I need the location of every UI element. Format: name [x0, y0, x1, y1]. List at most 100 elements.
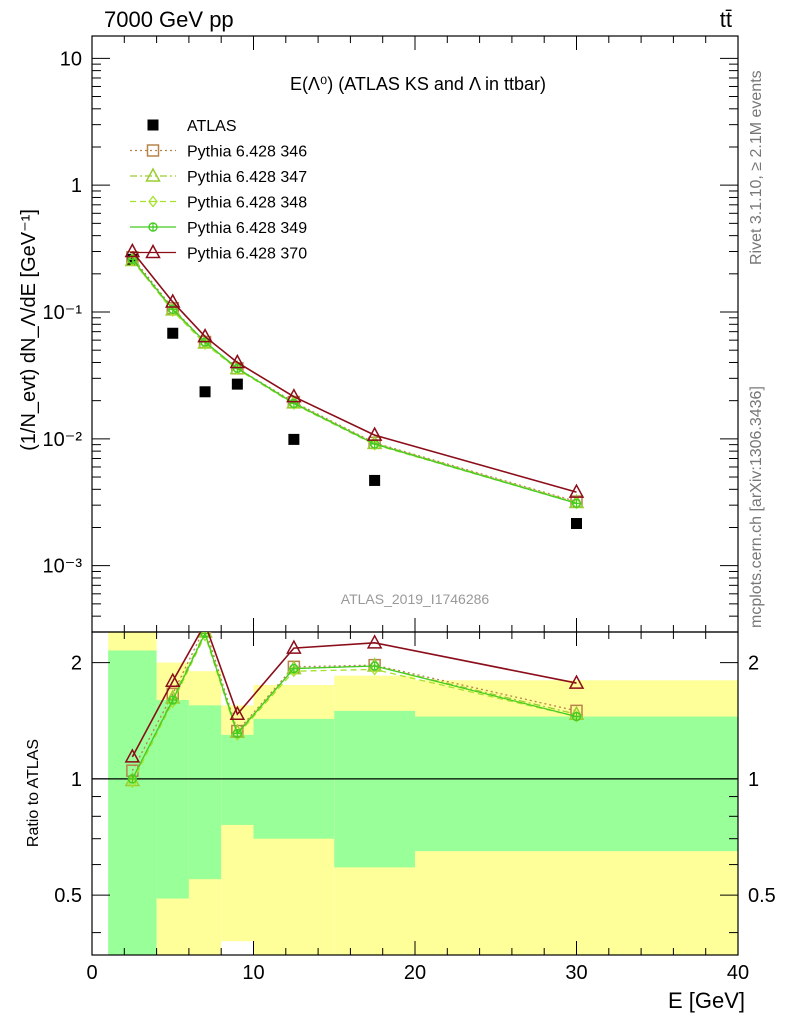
ratio-data-point — [199, 617, 212, 629]
ratio-data-point — [229, 705, 246, 720]
x-tick-label: 10 — [242, 962, 264, 984]
main-series-line — [131, 260, 577, 504]
ratio-data-point — [369, 663, 380, 676]
uncertainty-band-green — [415, 716, 738, 852]
analysis-id: ATLAS_2019_I1746286 — [341, 591, 490, 607]
ratio-data-point — [568, 674, 585, 689]
ratio-data-point — [571, 711, 582, 722]
x-tick-label: 40 — [727, 962, 749, 984]
ratio-data-point — [232, 728, 243, 739]
main-data-point — [289, 398, 299, 409]
main-data-point-shape — [164, 293, 181, 308]
main-data-point-shape — [366, 426, 383, 441]
main-data-point-shape — [571, 497, 582, 510]
ratio-data-point-shape — [369, 663, 380, 676]
main-data-point — [197, 328, 213, 343]
main-data-point — [571, 518, 582, 530]
main-series-line — [131, 258, 577, 504]
main-data-point-shape — [369, 474, 381, 486]
main-data-point-shape — [197, 328, 213, 343]
header-right: tt̄ — [720, 7, 732, 32]
ratio-data-point — [168, 695, 178, 705]
ratio-data-point — [369, 661, 380, 671]
ratio-data-point — [289, 665, 299, 678]
main-data-point-shape — [124, 242, 141, 258]
ratio-data-point — [124, 771, 141, 787]
main-data-point — [286, 388, 302, 403]
ratio-data-point-shape — [289, 665, 299, 678]
ratio-data-point — [198, 632, 212, 634]
main-data-point — [366, 426, 383, 441]
ratio-y-tick-label: 2 — [71, 653, 82, 675]
ratio-data-point-shape — [198, 632, 212, 634]
ratio-data-point-shape — [124, 771, 141, 787]
main-data-point — [231, 378, 243, 390]
main-data-point — [229, 353, 246, 369]
main-data-point-shape — [571, 518, 582, 530]
ratio-data-point-shape — [199, 617, 212, 629]
main-series-line — [131, 260, 577, 504]
rivet-label: Rivet 3.1.10, ≥ 2.1M events — [748, 70, 765, 265]
ratio-data-point — [124, 748, 141, 763]
main-data-point-shape — [288, 433, 300, 445]
legend-marker-shape — [146, 144, 160, 157]
main-data-point — [369, 439, 380, 449]
ratio-data-point — [127, 776, 138, 789]
ratio-data-point-shape — [124, 748, 141, 763]
main-data-point-shape — [231, 378, 243, 390]
y-tick-label: 10 — [60, 48, 82, 70]
main-data-point — [124, 242, 141, 258]
ratio-data-point-shape — [164, 672, 181, 687]
main-data-point — [288, 433, 300, 445]
main-data-point-shape — [167, 327, 179, 339]
ratio-data-point — [366, 634, 383, 649]
ratio-y-tick-label: 1 — [71, 769, 82, 791]
ratio-y-tick-label: 0.5 — [54, 885, 82, 907]
ratio-y-tick-label: 0.5 — [748, 885, 776, 907]
ratio-data-point-shape — [127, 776, 138, 789]
uncertainty-band-green — [156, 700, 189, 899]
legend-label: Pythia 6.428 346 — [187, 144, 307, 161]
y-tick-label: 10⁻³ — [43, 556, 83, 578]
main-data-point — [571, 497, 582, 510]
chart-marks: 0 10 20 30 40 10⁻³ 10⁻² 10⁻¹ 1 10 0.5 0.5 1 1 2 2 ATLAS P… — [43, 35, 776, 984]
y-tick-label: 1 — [71, 175, 82, 197]
mcplots-label: mcplots.cern.ch [arXiv:1306.3436] — [748, 386, 765, 628]
ratio-data-point — [127, 774, 138, 784]
x-axis-label: E [GeV] — [668, 988, 745, 1013]
ratio-series-line — [131, 632, 577, 758]
main-data-point — [571, 498, 582, 509]
ratio-data-point-shape — [229, 705, 246, 720]
main-data-point — [164, 293, 181, 308]
legend: ATLAS Pythia 6.428 346 Pythia 6.428 347 Pyt… — [130, 118, 307, 263]
legend-marker-shape — [145, 243, 161, 259]
main-data-point — [167, 327, 179, 339]
main-series-line — [131, 256, 577, 503]
y-tick-label: 10⁻¹ — [43, 302, 83, 324]
ratio-y-tick-label: 2 — [748, 653, 759, 675]
uncertainty-band-green — [221, 734, 254, 825]
main-series-line — [131, 250, 577, 493]
legend-marker — [145, 167, 161, 182]
legend-label: Pythia 6.428 347 — [187, 169, 307, 186]
legend-marker — [148, 195, 158, 208]
y-tick-label: 10⁻² — [43, 429, 83, 451]
main-data-point — [369, 474, 381, 486]
legend-label: Pythia 6.428 348 — [187, 195, 307, 212]
legend-marker-shape — [148, 195, 158, 208]
legend-marker-shape — [147, 119, 159, 131]
x-tick-label: 30 — [565, 962, 587, 984]
main-data-point — [199, 386, 211, 398]
ratio-data-point-shape — [286, 639, 302, 654]
main-data-point-shape — [229, 353, 246, 369]
main-data-point — [568, 483, 585, 498]
ratio-panel — [108, 632, 738, 955]
header-left: 7000 GeV pp — [104, 7, 234, 32]
ratio-data-point — [164, 672, 181, 687]
main-ylabel: (1/N_evt) dN_Λ/dE [GeV⁻¹] — [18, 209, 40, 451]
legend-label: Pythia 6.428 370 — [187, 246, 307, 263]
ratio-data-point-shape — [568, 674, 585, 689]
legend-marker — [147, 119, 159, 131]
ratio-data-point — [571, 710, 582, 723]
main-data-point-shape — [286, 388, 302, 403]
